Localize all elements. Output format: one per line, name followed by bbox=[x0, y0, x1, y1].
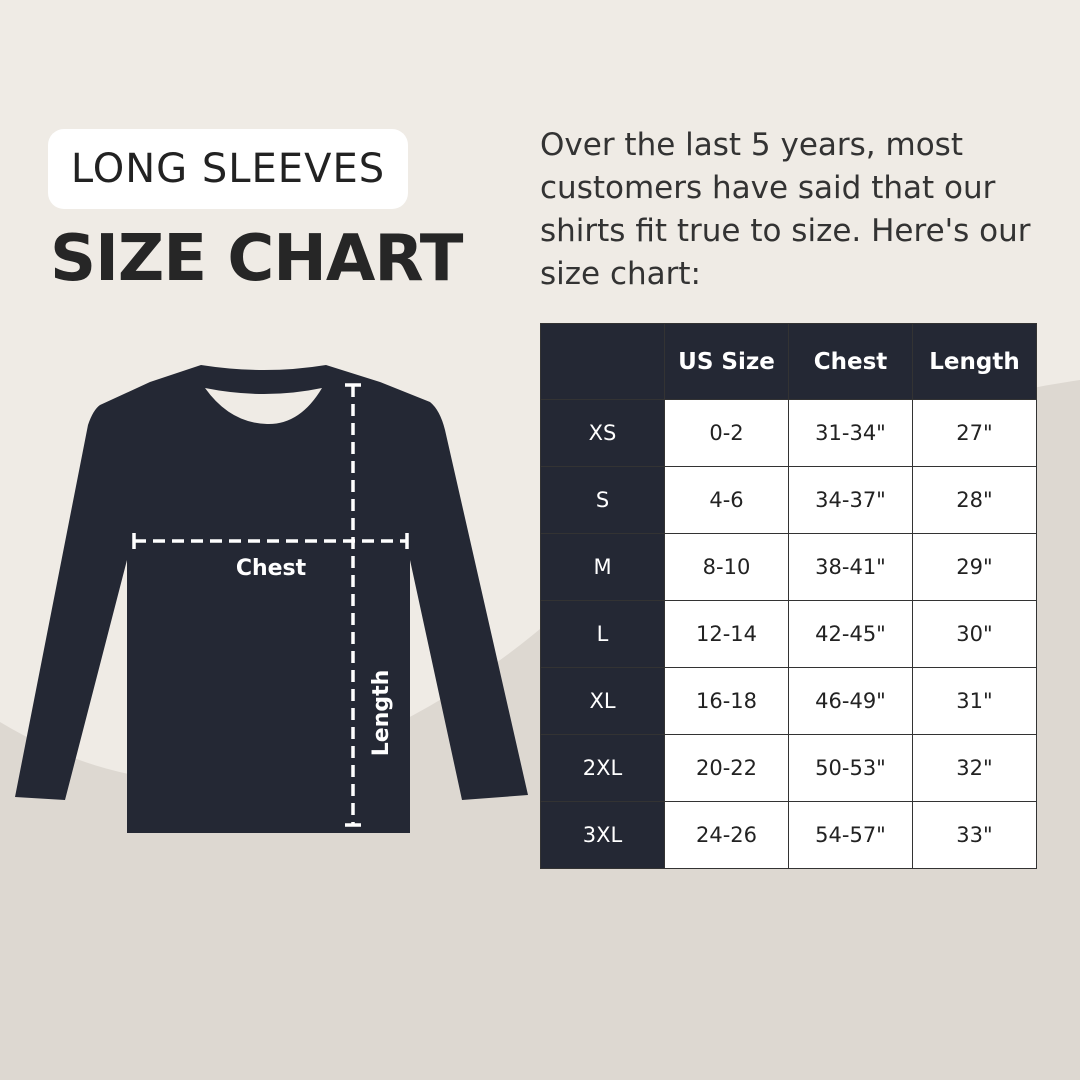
us-size-cell: 20-22 bbox=[664, 734, 789, 802]
header-cell: US Size bbox=[664, 323, 789, 400]
chest-cell: 46-49" bbox=[788, 667, 913, 735]
header-cell bbox=[540, 323, 665, 400]
size-cell: XL bbox=[540, 667, 665, 735]
length-cell: 31" bbox=[912, 667, 1037, 735]
intro-text: Over the last 5 years, most customers ha… bbox=[540, 127, 1031, 292]
us-size-cell: 16-18 bbox=[664, 667, 789, 735]
table-row: XL 16-18 46-49" 31" bbox=[540, 667, 1037, 735]
us-size-cell: 4-6 bbox=[664, 466, 789, 534]
table-row: 2XL 20-22 50-53" 32" bbox=[540, 734, 1037, 802]
chest-measure-line bbox=[132, 533, 409, 549]
table-row: L 12-14 42-45" 30" bbox=[540, 600, 1037, 668]
chest-cell: 54-57" bbox=[788, 801, 913, 869]
length-cell: 28" bbox=[912, 466, 1037, 534]
chest-label: Chest bbox=[236, 556, 307, 581]
table-row: M 8-10 38-41" 29" bbox=[540, 533, 1037, 601]
size-cell: 2XL bbox=[540, 734, 665, 802]
size-cell: S bbox=[540, 466, 665, 534]
length-cell: 29" bbox=[912, 533, 1037, 601]
table-row: S 4-6 34-37" 28" bbox=[540, 466, 1037, 534]
chest-cell: 34-37" bbox=[788, 466, 913, 534]
us-size-cell: 12-14 bbox=[664, 600, 789, 668]
header-cell: Chest bbox=[788, 323, 913, 400]
table-row: 3XL 24-26 54-57" 33" bbox=[540, 801, 1037, 869]
length-label: Length bbox=[369, 670, 394, 757]
size-cell: L bbox=[540, 600, 665, 668]
page-title: SIZE CHART bbox=[50, 222, 463, 296]
chest-cell: 50-53" bbox=[788, 734, 913, 802]
chest-cell: 42-45" bbox=[788, 600, 913, 668]
length-cell: 32" bbox=[912, 734, 1037, 802]
chest-cell: 38-41" bbox=[788, 533, 913, 601]
size-cell: M bbox=[540, 533, 665, 601]
size-cell: 3XL bbox=[540, 801, 665, 869]
length-measure-line bbox=[345, 383, 361, 827]
shirt-diagram: Chest Length bbox=[15, 365, 528, 833]
length-cell: 33" bbox=[912, 801, 1037, 869]
category-badge: LONG SLEEVES bbox=[48, 129, 408, 209]
length-cell: 27" bbox=[912, 399, 1037, 467]
chest-cell: 31-34" bbox=[788, 399, 913, 467]
neck-opening bbox=[205, 388, 322, 425]
length-cell: 30" bbox=[912, 600, 1037, 668]
us-size-cell: 8-10 bbox=[664, 533, 789, 601]
table-header-row: US Size Chest Length bbox=[540, 323, 1037, 400]
size-table: US Size Chest Length XS 0-2 31-34" 27" S 4-6 3… bbox=[540, 323, 1037, 869]
us-size-cell: 24-26 bbox=[664, 801, 789, 869]
us-size-cell: 0-2 bbox=[664, 399, 789, 467]
shirt-icon bbox=[15, 365, 528, 833]
header-cell: Length bbox=[912, 323, 1037, 400]
table-row: XS 0-2 31-34" 27" bbox=[540, 399, 1037, 467]
badge-text: LONG SLEEVES bbox=[70, 146, 386, 192]
size-cell: XS bbox=[540, 399, 665, 467]
